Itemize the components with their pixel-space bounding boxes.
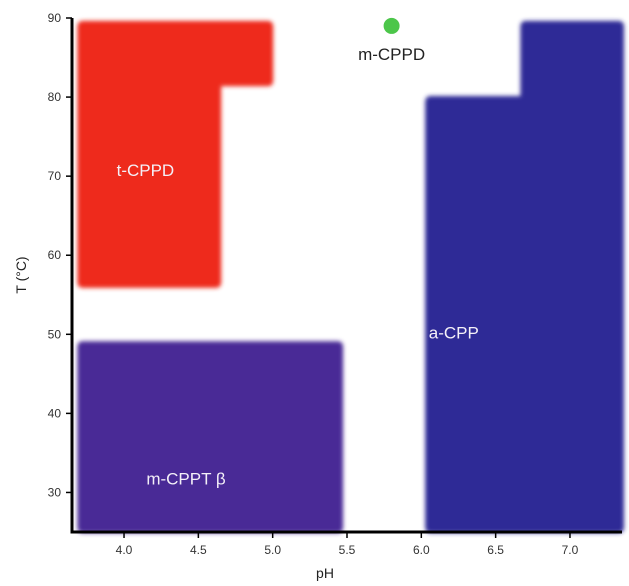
x-axis-title: pH	[316, 565, 334, 581]
point-label-m-cppd: m-CPPD	[358, 45, 425, 64]
x-tick-label: 5.0	[264, 543, 281, 557]
y-tick-label: 50	[48, 327, 62, 341]
axes-layer: 4.0 4.5 5.0 5.5 6.0 6.5 7.0 30 40 50 60 70 80 90 pH T (…	[13, 11, 622, 581]
y-tick-label: 40	[48, 406, 62, 420]
point-m-cppd	[383, 17, 400, 34]
regions-layer	[77, 20, 624, 533]
region-a-cpp	[425, 20, 624, 533]
y-tick-label: 80	[48, 90, 62, 104]
points-layer	[383, 17, 400, 34]
y-tick-label: 30	[48, 485, 62, 499]
region-m-cppt	[77, 341, 344, 533]
region-label-m-cppt: m-CPPT β	[146, 470, 226, 489]
x-tick-label: 7.0	[562, 543, 579, 557]
y-tick-label: 60	[48, 248, 62, 262]
y-tick-label: 70	[48, 169, 62, 183]
x-tick-label: 5.5	[339, 543, 356, 557]
x-tick-label: 6.0	[413, 543, 430, 557]
x-tick-label: 4.5	[190, 543, 207, 557]
y-axis-title: T (°C)	[13, 256, 29, 293]
region-label-t-cppd: t-CPPD	[117, 161, 175, 180]
x-tick-label: 4.0	[116, 543, 133, 557]
labels-layer: t-CPPD m-CPPT β a-CPP m-CPPD	[117, 45, 479, 489]
x-tick-label: 6.5	[487, 543, 504, 557]
y-tick-label: 90	[48, 11, 62, 25]
region-label-a-cpp: a-CPP	[429, 323, 479, 342]
region-t-cppd	[77, 20, 274, 288]
